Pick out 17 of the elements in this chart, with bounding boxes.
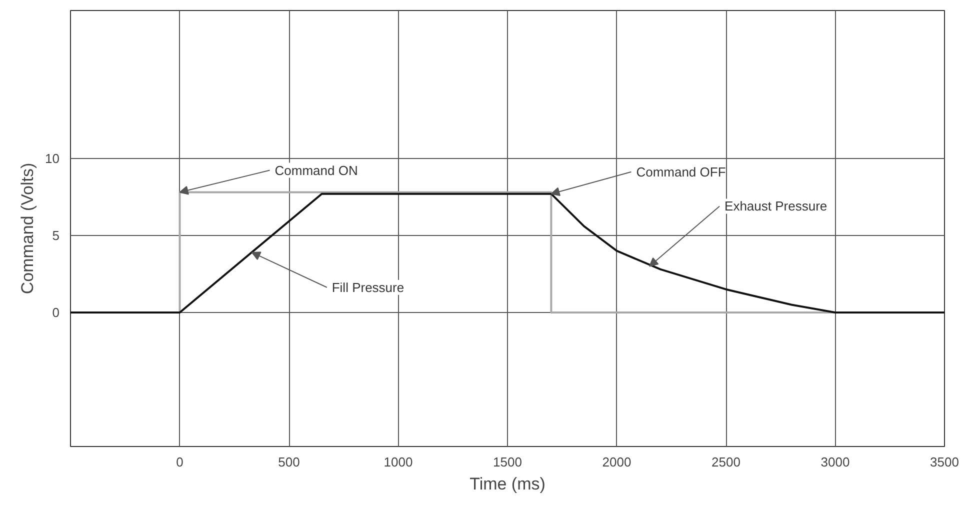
- x-tick-label: 500: [278, 454, 300, 470]
- x-tick-label: 1500: [493, 454, 522, 470]
- x-axis-title: Time (ms): [470, 474, 546, 494]
- y-tick-label: 10: [45, 150, 60, 166]
- annotation: Exhaust Pressure: [724, 198, 828, 214]
- annotation: Command OFF: [636, 164, 726, 180]
- x-tick-label: 0: [176, 454, 184, 470]
- annotation: Command ON: [274, 162, 358, 178]
- annotation: Fill Pressure: [332, 280, 404, 295]
- x-tick-label: 3000: [820, 454, 850, 470]
- y-tick-label: 0: [52, 304, 60, 320]
- x-tick-label: 2000: [602, 454, 632, 470]
- x-tick-label: 2500: [712, 454, 740, 470]
- y-axis-title: Command (Volts): [18, 162, 38, 294]
- x-tick-label: 1000: [384, 454, 413, 470]
- x-tick-label: 3500: [930, 454, 959, 470]
- y-tick-label: 5: [52, 228, 60, 243]
